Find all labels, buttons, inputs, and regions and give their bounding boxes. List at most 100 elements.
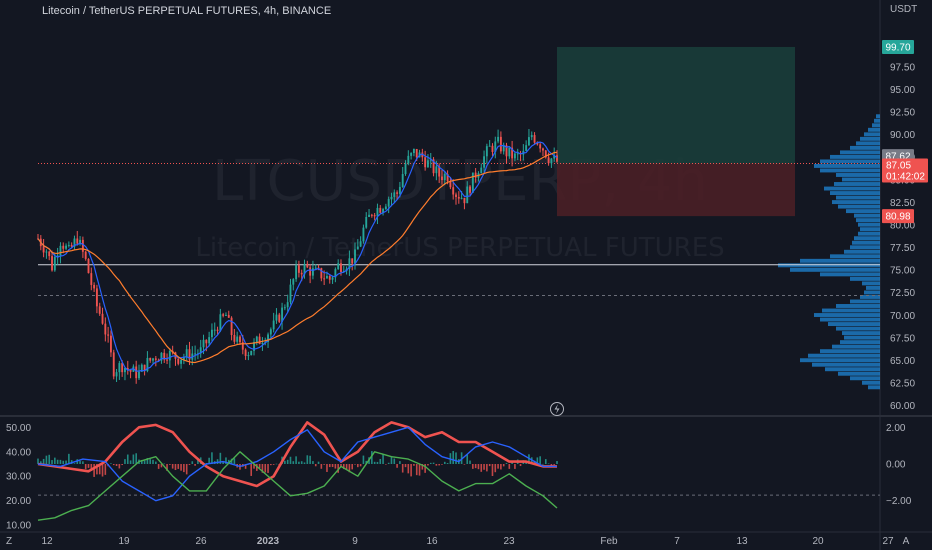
histogram-bar [129,460,132,464]
histogram-bar [160,464,163,468]
histogram-bar [272,464,275,465]
time-axis-tick: 19 [118,536,130,547]
histogram-bar [455,452,457,464]
candle-body [73,238,76,247]
histogram-bar [191,461,194,464]
candle-body [326,276,328,279]
candle-body [533,135,536,143]
histogram-bar [505,463,508,464]
volume-profile-bar [874,118,880,123]
histogram-bar [295,456,297,464]
histogram-bar [73,463,76,464]
candle-body [185,349,188,357]
candle-body [205,339,208,344]
candle-body [407,155,410,164]
candle-body [138,371,140,379]
histogram-bar [418,464,421,476]
volume-profile-bar [850,376,880,381]
histogram-bar [354,464,356,465]
oscillator-right-tick: −2.00 [886,496,912,507]
histogram-bar [180,464,182,471]
candle-body [488,145,491,147]
histogram-bar [169,464,171,465]
volume-profile-bar [838,204,880,209]
histogram-bar [155,461,157,464]
volume-profile-bar [862,281,880,286]
candle-body [505,145,508,157]
target-zone [557,46,795,164]
volume-profile-bar [820,317,880,322]
histogram-bar [365,460,368,464]
histogram-bar [314,464,317,467]
histogram-bar [96,464,98,475]
volume-profile-bar [828,322,880,327]
candle-body [272,320,275,330]
candle-body [542,148,544,151]
candle-body [365,216,368,228]
oscillator-right-tick: 2.00 [886,423,906,434]
candle-body [281,307,284,322]
volume-profile-bar [836,326,880,331]
histogram-bar [135,453,137,464]
volume-profile-bar [836,173,880,177]
candle-body [474,172,477,178]
histogram-bar [270,464,272,466]
candle-body [491,145,494,153]
histogram-bar [373,461,376,464]
histogram-bar [542,463,544,465]
candle-body [213,329,216,331]
candle-body [84,251,87,259]
crosshair-price-tag: 87.62 [885,152,910,163]
candle-body [410,153,413,156]
histogram-bar [342,464,345,470]
histogram-bar [469,460,471,464]
histogram-bar [124,459,126,464]
histogram-bar [48,454,51,464]
oscillator-line-0 [37,421,557,488]
candle-body [87,258,90,274]
volume-profile-bar [856,141,880,146]
volume-profile-bar [876,114,880,119]
candle-body [382,209,385,213]
histogram-bar [219,452,222,464]
histogram-bar [174,464,177,471]
last-price-tag: 87.05 [886,161,911,172]
candle-body [236,336,239,342]
histogram-bar [429,462,432,464]
histogram-bar [56,459,59,464]
candle-body [550,158,553,164]
oscillator-left-tick: 30.00 [6,472,31,483]
histogram-bar [45,455,48,464]
candle-body [300,272,303,275]
histogram-bar [323,464,325,465]
fast-moving-average [37,141,558,372]
candle-body [48,251,51,257]
histogram-bar [317,461,320,464]
candle-body [292,279,295,285]
candle-body [438,166,441,177]
time-axis-tick: 20 [812,536,824,547]
candle-body [53,256,56,271]
candle-body [79,239,82,244]
candle-body [376,207,379,217]
slow-moving-average [37,151,558,364]
candle-body [65,245,67,249]
histogram-bar [289,456,292,464]
time-axis-tick: Feb [600,536,618,547]
candle-body [233,334,236,342]
candle-body [297,265,300,273]
histogram-bar [547,463,550,465]
candle-body [112,352,115,377]
oscillator-left-tick: 10.00 [6,521,31,532]
histogram-bar [157,464,160,469]
candle-body [443,173,446,181]
candle-body [525,145,528,151]
histogram-bar [152,459,154,464]
candle-body [354,249,356,264]
candle-body [269,329,272,335]
candle-body [163,352,166,360]
candle-body [76,238,79,244]
volume-profile-bar [852,240,880,245]
candle-body [56,255,59,257]
